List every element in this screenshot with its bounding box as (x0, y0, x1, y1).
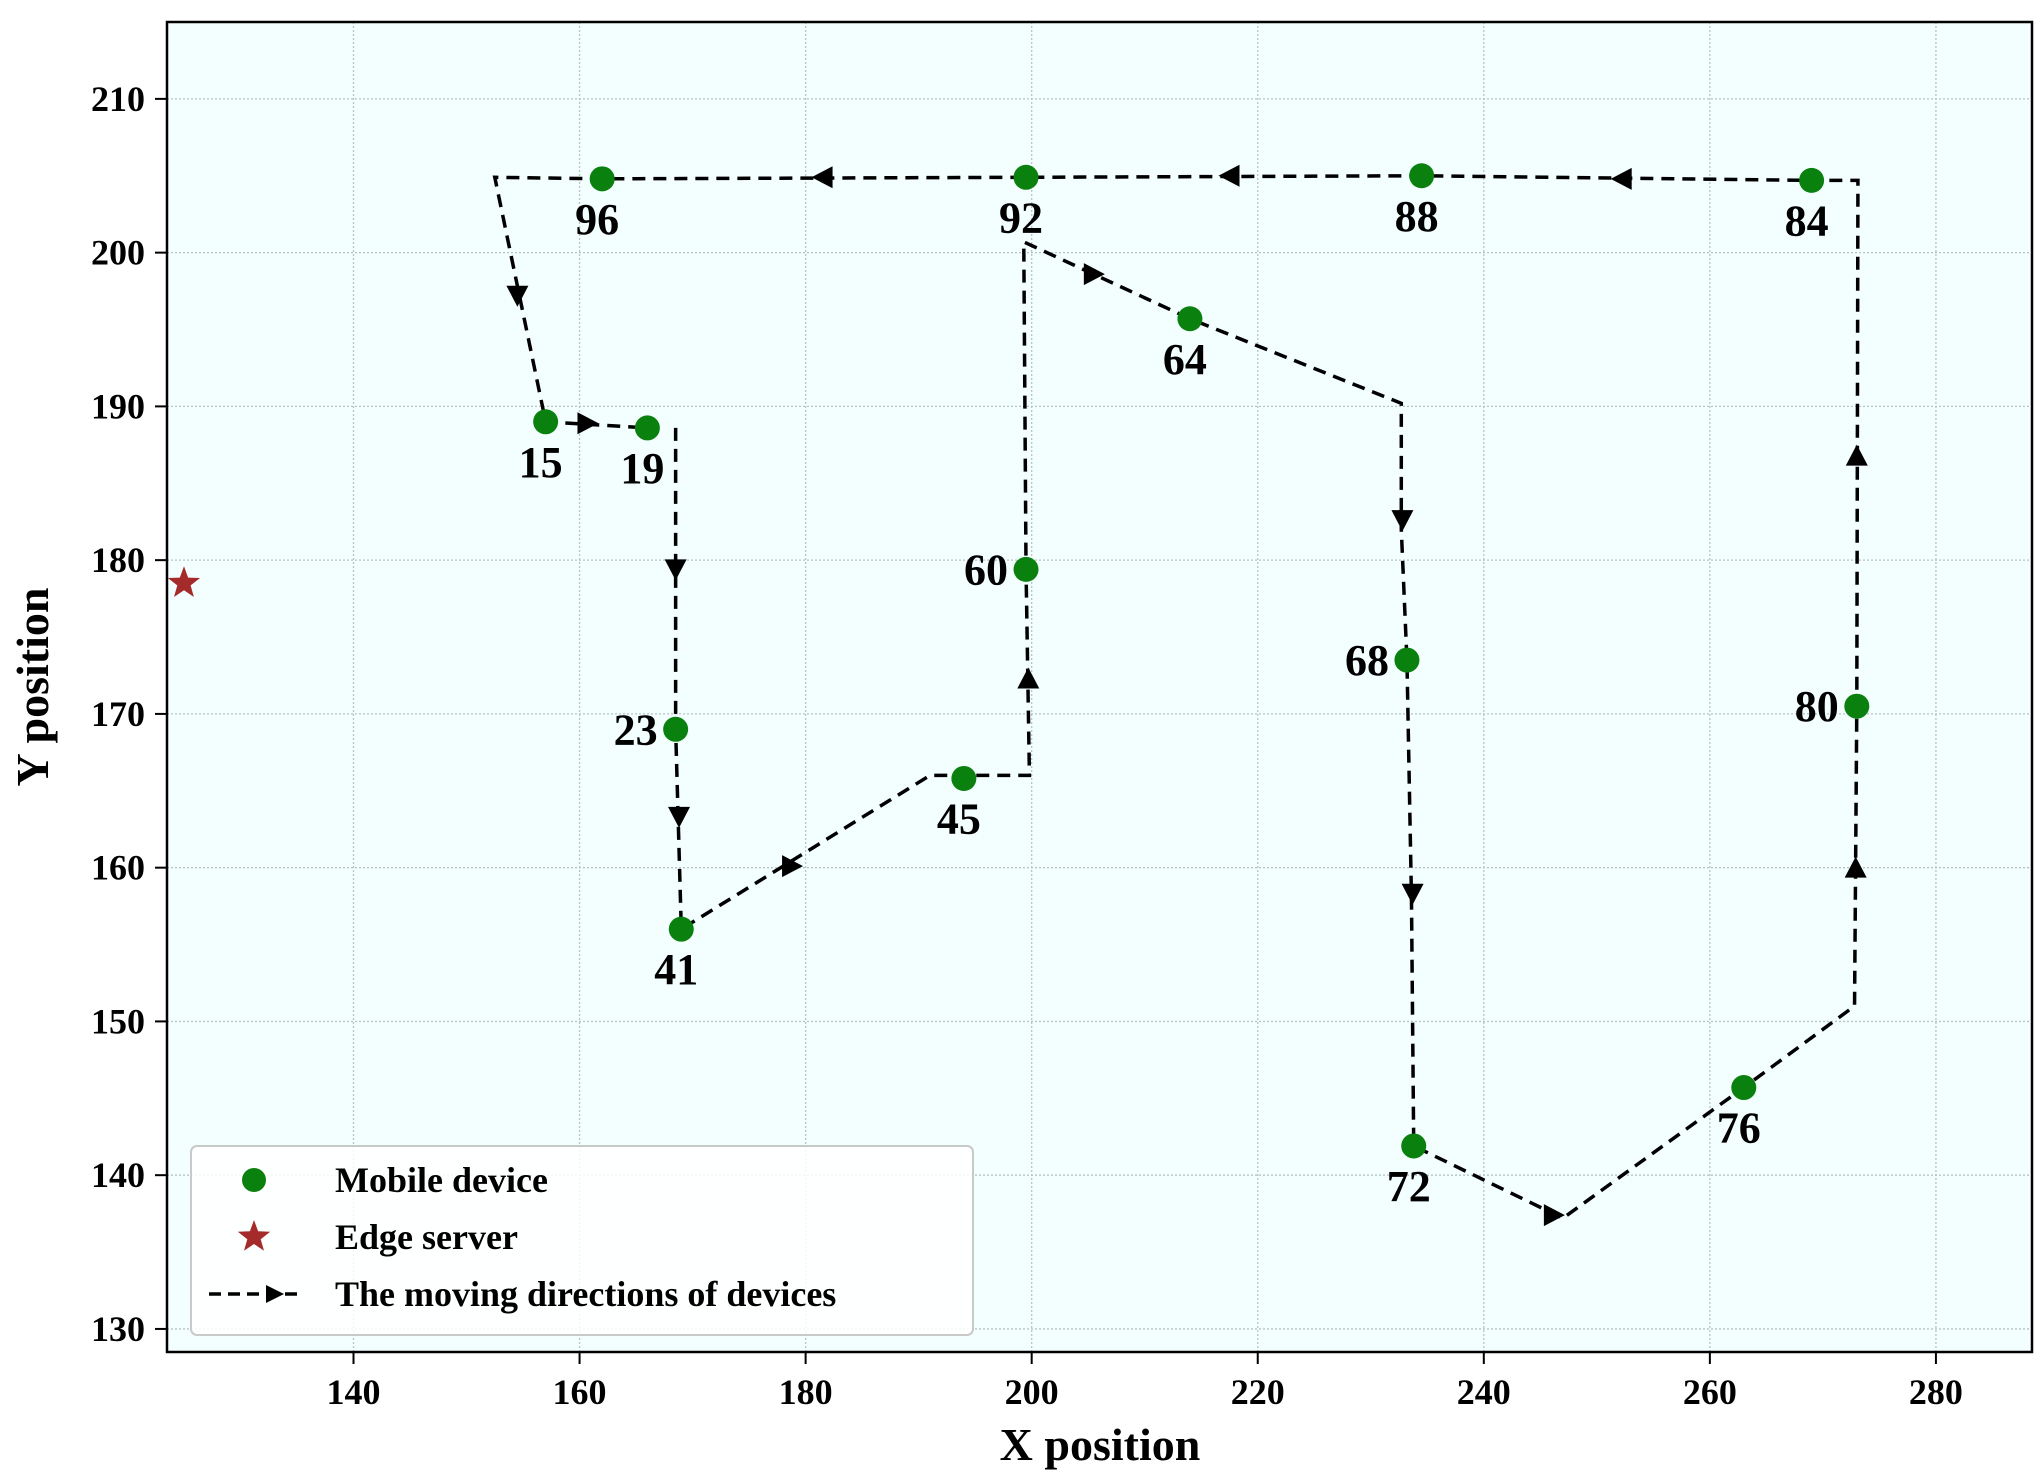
y-tick-label: 150 (91, 1001, 145, 1041)
device-point (1013, 164, 1039, 190)
device-point (1401, 1133, 1427, 1159)
x-tick-label: 200 (1005, 1372, 1059, 1412)
plot-area (167, 22, 2032, 1352)
x-tick-label: 240 (1457, 1372, 1511, 1412)
x-tick-label: 260 (1683, 1372, 1737, 1412)
legend-path-arrow (266, 1285, 284, 1303)
device-label: 80 (1795, 682, 1839, 731)
device-point (634, 415, 660, 441)
grid-lines (167, 22, 2032, 1352)
legend-device-label: Mobile device (335, 1160, 548, 1200)
y-axis-ticks: 130 140 150 160 170 180 190 200 210 (91, 79, 167, 1349)
x-axis-label: X position (1000, 1419, 1201, 1470)
y-tick-label: 210 (91, 79, 145, 119)
direction-arrow (577, 412, 599, 435)
device-label: 84 (1785, 196, 1829, 245)
direction-arrow (1543, 1204, 1565, 1227)
device-point (533, 409, 559, 435)
device-label: 96 (575, 195, 619, 244)
device-point (951, 765, 977, 791)
device-point (1799, 167, 1825, 193)
direction-arrow (506, 285, 529, 307)
device-label: 88 (1395, 192, 1439, 241)
device-point (1394, 647, 1420, 673)
device-point (663, 716, 689, 742)
plot-frame (165, 20, 2034, 1354)
x-axis-ticks: 140 160 180 200 220 240 260 280 (327, 1352, 1963, 1412)
x-tick-label: 160 (553, 1372, 607, 1412)
y-tick-label: 180 (91, 540, 145, 580)
device-label: 15 (519, 438, 563, 487)
direction-arrow (1083, 263, 1105, 286)
x-tick-label: 140 (327, 1372, 381, 1412)
device-point (1409, 163, 1435, 189)
y-tick-label: 140 (91, 1155, 145, 1195)
direction-arrow (811, 166, 833, 189)
direction-arrow (1610, 167, 1632, 190)
device-point (668, 916, 694, 942)
legend-device-marker (242, 1168, 266, 1192)
device-label: 19 (620, 444, 664, 493)
direction-arrow (1218, 164, 1240, 187)
device-point (589, 166, 615, 192)
device-label: 92 (999, 193, 1043, 242)
direction-arrow (1845, 444, 1868, 466)
y-tick-label: 170 (91, 694, 145, 734)
device-label: 45 (937, 794, 981, 843)
direction-arrow (782, 855, 804, 878)
direction-arrow (1401, 883, 1424, 905)
x-tick-label: 220 (1231, 1372, 1285, 1412)
x-tick-label: 280 (1909, 1372, 1963, 1412)
legend-box (190, 1145, 974, 1336)
device-point (1177, 306, 1203, 332)
direction-arrow (1017, 667, 1040, 689)
device-label: 68 (1345, 636, 1389, 685)
y-tick-label: 130 (91, 1309, 145, 1349)
legend: Mobile device Edge server The moving dir… (190, 1145, 974, 1336)
device-label: 41 (654, 945, 698, 994)
y-tick-label: 190 (91, 386, 145, 426)
y-tick-label: 200 (91, 233, 145, 273)
legend-path-label: The moving directions of devices (335, 1274, 836, 1314)
movement-path-line (492, 174, 1860, 1221)
movement-path (492, 174, 1860, 1221)
direction-arrow (668, 806, 691, 828)
y-tick-label: 160 (91, 848, 145, 888)
direction-arrow (1391, 510, 1414, 532)
legend-server-marker (237, 1220, 271, 1251)
device-point (1844, 693, 1870, 719)
device-point (1731, 1075, 1757, 1101)
direction-arrow (664, 559, 687, 581)
device-label: 23 (614, 705, 658, 754)
mobile-devices: 15 19 23 41 45 60 64 68 72 76 80 84 88 92 96 (519, 163, 1870, 1211)
device-label: 60 (964, 545, 1008, 594)
device-label: 72 (1387, 1162, 1431, 1211)
direction-arrows (506, 164, 1868, 1227)
device-label: 76 (1717, 1104, 1761, 1153)
x-tick-label: 180 (779, 1372, 833, 1412)
y-axis-label: Y position (7, 588, 58, 787)
edge-server (167, 566, 201, 597)
device-point (1013, 556, 1039, 582)
edge-server-star (167, 566, 201, 597)
direction-arrow (1844, 856, 1867, 878)
legend-server-label: Edge server (335, 1217, 518, 1257)
device-label: 64 (1163, 335, 1207, 384)
